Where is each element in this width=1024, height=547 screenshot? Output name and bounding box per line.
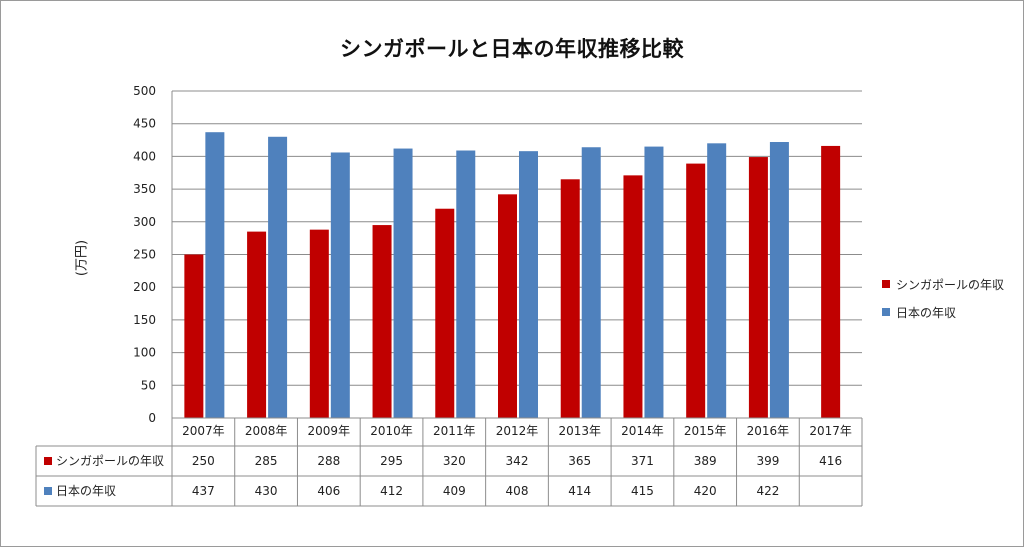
y-tick-label: 300 [133,215,156,229]
data-label: 406 [317,484,340,498]
y-tick-label: 250 [133,248,156,262]
x-tick-label: 2007年 [182,424,225,438]
data-label: 288 [317,454,340,468]
data-label: 250 [192,454,215,468]
y-tick-label: 0 [148,411,156,425]
x-tick-label: 2008年 [245,424,288,438]
data-label: 371 [631,454,654,468]
y-tick-label: 350 [133,182,156,196]
data-label: 365 [568,454,591,468]
x-tick-label: 2012年 [496,424,539,438]
data-label: 295 [380,454,403,468]
legend-item-singapore: シンガポールの年収 [882,276,1004,292]
y-tick-label: 50 [141,378,156,392]
data-label: 320 [443,454,466,468]
bar-japan [519,151,538,418]
data-label: 422 [756,484,779,498]
bar-singapore [748,157,768,418]
x-tick-label: 2009年 [308,424,351,438]
y-tick-label: 100 [133,346,156,360]
data-label: 430 [255,484,278,498]
x-tick-label: 2014年 [621,424,664,438]
table-swatch-singapore [44,457,52,465]
legend: シンガポールの年収 日本の年収 [882,276,1004,332]
bar-singapore [309,229,329,418]
data-label: 389 [694,454,717,468]
bar-singapore [498,194,517,418]
bar-japan [268,136,288,418]
table-row-label: 日本の年収 [56,484,116,498]
y-tick-label: 450 [133,117,156,131]
legend-swatch-japan [882,308,890,316]
bar-singapore [821,145,841,418]
bar-japan [644,146,664,418]
bar-singapore [247,231,267,418]
y-tick-label: 400 [133,149,156,163]
data-label: 412 [380,484,403,498]
x-tick-label: 2016年 [747,424,790,438]
legend-label-japan: 日本の年収 [896,305,957,320]
x-tick-label: 2017年 [809,424,852,438]
bar-singapore [686,163,706,418]
y-tick-label: 200 [133,280,156,294]
bar-japan [393,148,413,418]
bar-singapore [435,208,455,418]
data-label: 408 [506,484,529,498]
data-label: 342 [506,454,529,468]
table-row-label: シンガポールの年収 [56,454,164,468]
bar-singapore [560,179,580,418]
x-tick-label: 2010年 [370,424,413,438]
data-label: 416 [819,454,842,468]
bar-japan [769,142,789,418]
bar-japan [330,152,350,418]
bar-singapore [623,175,643,418]
data-label: 414 [568,484,591,498]
y-tick-label: 150 [133,313,156,327]
bar-japan [581,147,601,418]
legend-swatch-singapore [882,280,890,288]
data-label: 285 [255,454,278,468]
bar-singapore [372,225,392,418]
x-tick-label: 2013年 [558,424,601,438]
data-label: 399 [756,454,779,468]
bar-singapore [184,254,204,418]
bar-japan [456,150,476,418]
data-label: 420 [694,484,717,498]
x-tick-label: 2011年 [433,424,476,438]
legend-item-japan: 日本の年収 [882,304,1004,320]
bar-japan [205,132,225,418]
data-label: 437 [192,484,215,498]
x-tick-label: 2015年 [684,424,727,438]
data-label: 409 [443,484,466,498]
chart-title: シンガポールと日本の年収推移比較 [340,37,684,61]
bar-japan [707,143,727,418]
table-swatch-japan [44,487,52,495]
y-tick-label: 500 [133,84,156,98]
data-label: 415 [631,484,654,498]
legend-label-singapore: シンガポールの年収 [896,277,1005,292]
